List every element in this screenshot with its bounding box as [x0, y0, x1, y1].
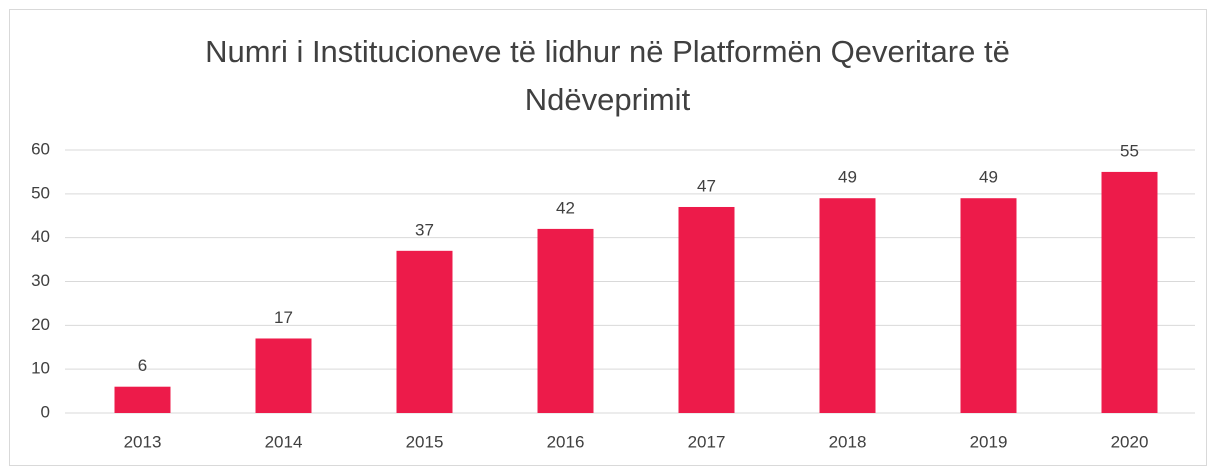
y-tick-label: 60	[31, 139, 50, 158]
data-label: 6	[138, 356, 147, 375]
data-label: 42	[556, 198, 575, 217]
y-tick-label: 50	[31, 183, 50, 202]
bar	[678, 206, 735, 413]
y-tick-label: 30	[31, 271, 50, 290]
y-tick-label: 10	[31, 359, 50, 378]
data-label: 47	[697, 176, 716, 195]
x-tick-label: 2020	[1111, 432, 1149, 451]
bar	[396, 250, 453, 413]
bar	[1101, 171, 1158, 413]
x-tick-label: 2019	[970, 432, 1008, 451]
x-tick-label: 2013	[124, 432, 162, 451]
chart-border	[9, 9, 1207, 466]
x-tick-label: 2014	[265, 432, 303, 451]
y-tick-label: 0	[41, 402, 50, 421]
data-label: 55	[1120, 141, 1139, 160]
bar	[960, 198, 1017, 413]
y-tick-label: 20	[31, 315, 50, 334]
data-label: 49	[838, 168, 857, 187]
data-label: 49	[979, 168, 998, 187]
x-tick-label: 2016	[547, 432, 585, 451]
x-tick-label: 2018	[829, 432, 867, 451]
bar	[114, 386, 171, 413]
x-tick-label: 2015	[406, 432, 444, 451]
data-label: 17	[274, 308, 293, 327]
bar	[537, 228, 594, 413]
bar	[255, 338, 312, 413]
y-tick-label: 40	[31, 227, 50, 246]
data-label: 37	[415, 220, 434, 239]
chart-title: Numri i Institucioneve të lidhur në Plat…	[205, 34, 1010, 117]
bar	[819, 198, 876, 413]
x-tick-label: 2017	[688, 432, 726, 451]
